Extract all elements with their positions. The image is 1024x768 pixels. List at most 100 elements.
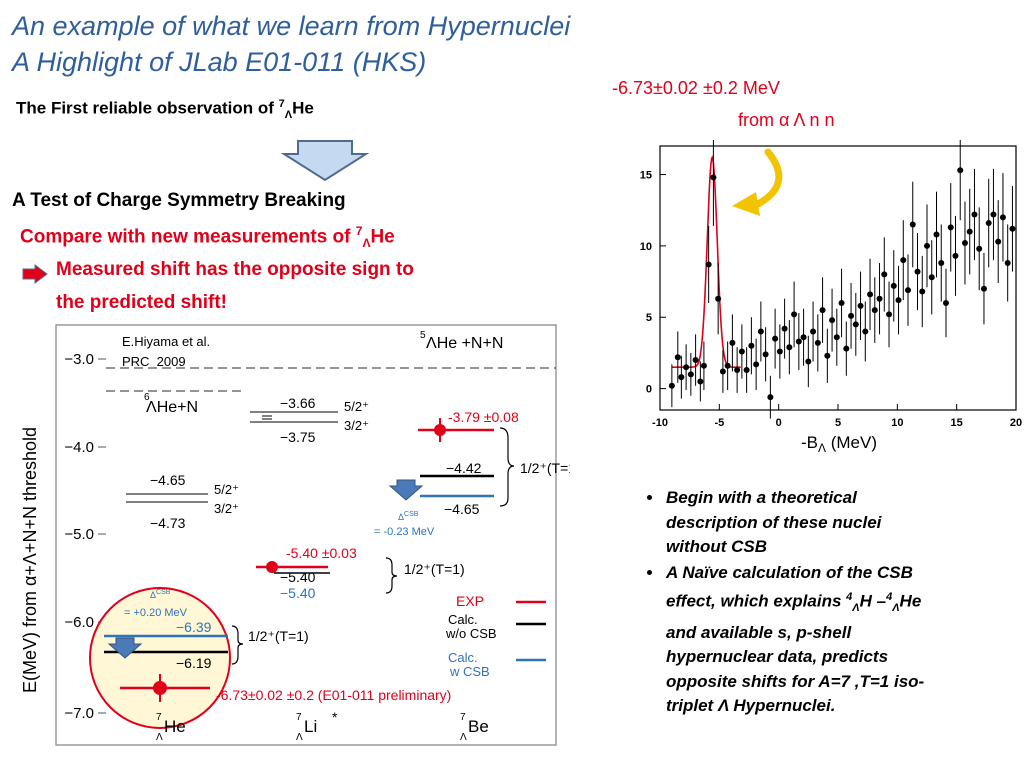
measured-shift-line1: Measured shift has the opposite sign to [56,259,414,280]
be-delta-label: ΔCSB [398,511,419,522]
measured-shift-line2: the predicted shift! [56,292,228,313]
data-point [895,297,902,304]
six-li-j-bottom: 3/2⁺ [214,501,239,516]
data-point [942,299,949,306]
six-he-level-bottom: −3.75 [280,429,316,445]
data-point [748,342,755,349]
data-point [762,351,769,358]
bullet-list: Begin with a theoretical description of … [648,486,1016,720]
data-point [881,271,888,278]
x-tick-label: -5 [714,417,724,429]
data-point [697,378,704,385]
data-point [700,362,707,369]
six-li-level-top: −4.65 [150,472,186,488]
he-delta-label: ΔCSB [150,589,171,600]
data-point [928,274,935,281]
x-label-be-sup: 7 [460,712,466,723]
data-point [824,352,831,359]
data-point [705,261,712,268]
x-label-be: Be [468,717,489,736]
level-diagram: E(MeV) from α+Λ+N+N threshold −3.0 −4.0 … [20,324,570,746]
data-point [781,325,788,332]
data-point [833,334,840,341]
he-shift-arrow-icon [107,637,143,659]
x-label-li: Li [304,717,317,736]
data-point [753,361,760,368]
data-point [919,288,926,295]
data-point [914,268,921,275]
data-point [871,307,878,314]
data-point [814,339,821,346]
y-tick: −7.0 [64,705,94,722]
data-point [905,287,912,294]
x-label-be-sub: Λ [460,732,467,743]
bullet-item: Begin with a theoretical description of … [664,486,1016,560]
he-jt-label: 1/2⁺(T=1) [248,628,309,644]
threshold-right-sup: 5 [420,330,426,341]
legend-exp-label: EXP [456,593,484,609]
bullet-arrow-icon [22,264,48,284]
data-point [734,367,741,374]
data-point [909,221,916,228]
data-point [710,174,717,181]
li-calc-csb-label: −5.40 [280,585,316,601]
data-point [890,282,897,289]
data-point [683,364,690,371]
x-label-he: He [164,717,186,736]
data-point [980,285,987,292]
data-point [971,211,978,218]
spectrum-annotation-value: -6.73±0.02 ±0.2 MeV [612,78,780,98]
fit-curve [671,155,741,368]
data-point [805,358,812,365]
data-point [933,231,940,238]
data-point [757,328,764,335]
threshold-left-sup: 6 [144,392,150,403]
reference-author: E.Hiyama et al. [122,334,210,349]
data-point [687,371,694,378]
data-point [795,338,802,345]
be-calc-label: −4.42 [446,460,482,476]
y-tick: −4.0 [64,439,94,456]
data-point [674,354,681,361]
li-calc-label: −5.40 [280,569,316,585]
six-he-j-top: 5/2⁺ [344,399,369,414]
x-tick-label: 15 [951,417,963,429]
data-point [924,242,930,249]
data-point [876,295,883,302]
data-point [791,311,798,318]
x-tick-label: 20 [1010,417,1022,429]
data-point [957,167,964,174]
x-tick-label: 0 [776,417,782,429]
data-point [800,334,807,341]
data-point [848,312,855,319]
data-point [1009,225,1016,232]
slide-title-line2: A Highlight of JLab E01-011 (HKS) [12,47,427,77]
legend-calc-label-2: w/o CSB [445,626,497,641]
x-tick-label: 10 [891,417,903,429]
legend-calc-csb-label: Calc. [448,650,478,665]
spectrum-chart: -10 -5 0 5 10 15 20 0 5 10 15 -BΛ (MeV) [640,140,1022,455]
data-point [776,348,783,355]
he-highlight-circle [89,587,231,729]
spectrum-annotation-source: from α Λ n n [738,110,835,130]
data-point [729,339,736,346]
data-point [961,240,968,247]
he-calc-csb-label: −6.39 [176,619,212,635]
data-point [692,357,699,364]
y-tick: −3.0 [64,351,94,368]
he-delta-value: = +0.20 MeV [124,607,188,619]
be-jt-label: 1/2⁺(T=1) [520,460,570,476]
six-li-j-top: 5/2⁺ [214,482,239,497]
data-point [900,257,907,264]
x-label-he-sup: 7 [156,712,162,723]
data-point [995,238,1002,245]
data-point [767,394,774,401]
data-point [966,228,973,235]
data-point [857,302,864,309]
li-jt-label: 1/2⁺(T=1) [404,561,465,577]
data-point [838,299,845,306]
data-point [976,245,983,252]
threshold-left-label: ΛHe+N [146,399,198,416]
compare-text: Compare with new measurements of 7ΛHe [20,224,395,251]
curved-arrow-icon [732,148,783,216]
